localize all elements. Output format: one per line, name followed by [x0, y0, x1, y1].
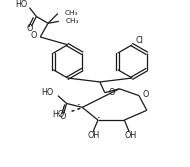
- Text: O: O: [143, 90, 149, 99]
- Text: HO: HO: [15, 0, 28, 9]
- Text: O: O: [31, 32, 37, 40]
- Text: O: O: [26, 24, 33, 33]
- Text: O: O: [109, 88, 115, 97]
- Text: Cl: Cl: [135, 36, 143, 45]
- Text: ·: ·: [76, 99, 80, 112]
- Text: O: O: [59, 112, 66, 121]
- Text: HO: HO: [52, 110, 65, 119]
- Text: OH: OH: [88, 131, 100, 140]
- Text: CH₃: CH₃: [66, 18, 79, 24]
- Text: ·: ·: [97, 112, 101, 125]
- Text: HO: HO: [42, 88, 54, 97]
- Text: OH: OH: [124, 131, 136, 140]
- Text: CH₃: CH₃: [65, 10, 78, 16]
